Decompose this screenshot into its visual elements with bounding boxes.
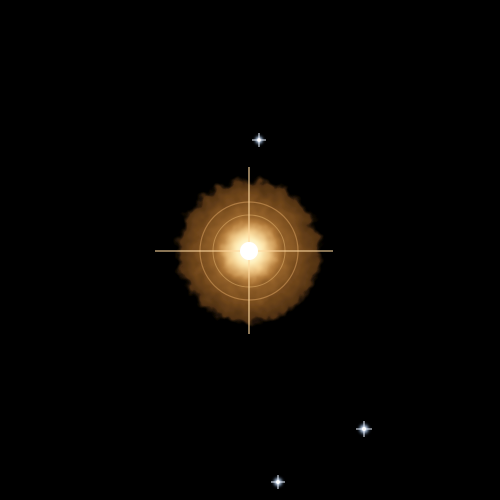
main-star-core <box>240 242 258 260</box>
background-star <box>271 475 285 489</box>
background-star <box>252 133 266 147</box>
background-star <box>356 421 372 437</box>
main-star <box>155 167 333 334</box>
